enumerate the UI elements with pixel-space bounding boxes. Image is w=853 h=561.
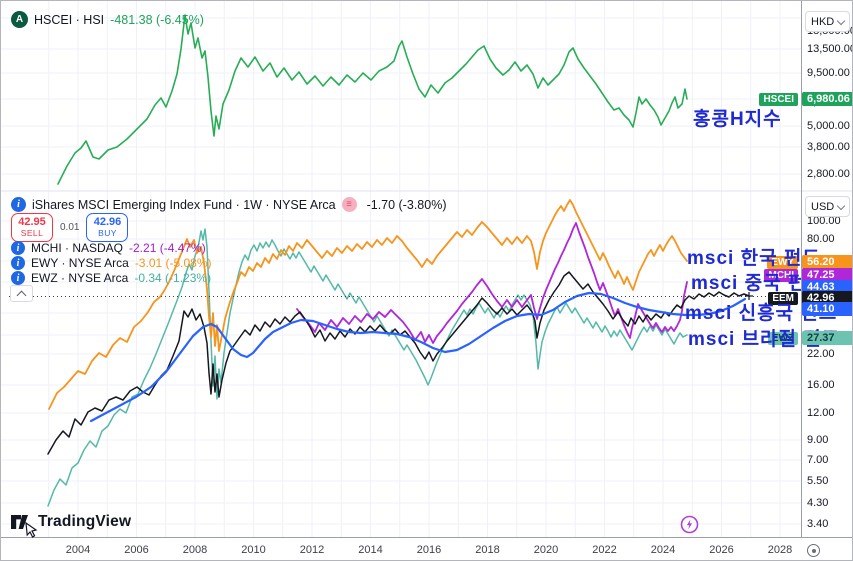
text-annotation: 홍콩H지수 [693,109,782,130]
price-badge-ewy: 56.20 [802,255,852,269]
year-label: 2012 [299,544,325,556]
symbol-title-eem[interactable]: iShares MSCI Emerging Index Fund · 1W · … [32,197,336,212]
text-annotation: msci 중국 펀드 [691,273,825,294]
ticker-tag-ewz: EWZ [767,331,798,345]
ishares-icon: i [11,271,25,285]
year-label: 2026 [709,544,734,556]
symbol-change-ewy: -3.01 (-5.08%) [134,256,212,270]
price-badge-hscei: 6,980.06 [802,92,852,106]
series-line-ma-blue[interactable] [89,291,747,423]
price-tick: 3,800.00 [807,140,850,153]
symbol-change-eem: -1.70 (-3.80%) [366,197,447,212]
price-tick: 12.00 [807,406,835,419]
cursor-icon [25,522,38,538]
chevron-up-icon [16,290,27,301]
time-axis-border [1,537,852,538]
price-tick: 7.00 [807,453,829,466]
year-label: 2018 [475,544,500,556]
year-label: 2022 [592,544,617,556]
series-line-hscei[interactable] [57,14,688,185]
price-tick: 22.00 [807,347,835,360]
symbol-title-hscei[interactable]: HSCEI · HSI [34,12,105,27]
legend-row-mchi: i MCHI · NASDAQ -2.21 (-4.47%) [11,241,206,255]
price-tick: 80.00 [807,232,835,245]
currency-dropdown-hkd[interactable]: HKD [805,11,850,32]
sell-buy-widget: 42.95 SELL 0.01 42.96 BUY [11,213,129,242]
tradingview-logo-text: TradingView [38,513,132,530]
hang-seng-icon: A [11,11,28,28]
price-tick: 5.50 [807,474,829,487]
price-badge-ewz: 27.37 [802,331,852,345]
symbol-change-mchi: -2.21 (-4.47%) [129,241,206,255]
currency-dropdown-usd[interactable]: USD [805,196,850,217]
price-tick: 3.40 [807,517,829,530]
ticker-tag-eem: EEM [768,291,798,305]
price-tick: 2,800.00 [807,167,850,180]
lightning-icon[interactable] [680,515,699,534]
ticker-tag-hscei: HSCEI [759,92,798,106]
spread-value: 0.01 [60,222,80,233]
sell-button[interactable]: 42.95 SELL [11,213,53,242]
buy-price: 42.96 [93,216,122,228]
year-label: 2028 [767,544,793,556]
chevron-down-icon [836,201,846,210]
price-tick: 13,500.00 [807,42,853,55]
market-status-icon[interactable]: ≡ [341,197,357,212]
top-panel-legend: A HSCEI · HSI -481.38 (-6.45%) [11,11,204,28]
symbol-change-hscei: -481.38 (-6.45%) [110,12,204,27]
year-label: 2024 [650,544,676,556]
year-label: 2020 [533,544,559,556]
series-line-ewy[interactable] [48,199,688,410]
year-label: 2008 [182,544,208,556]
currency-label: HKD [811,15,835,28]
price-badge-mchi: 47.25 [802,268,852,282]
text-annotation: msci 한국 펀드 [687,248,821,269]
currency-label: USD [811,200,835,213]
buy-button[interactable]: 42.96 BUY [86,213,129,242]
price-badge-level: 44.63 [802,280,852,294]
series-line-eem[interactable] [47,271,750,455]
tradingview-mark-icon [11,514,28,529]
tradingview-logo[interactable]: TradingView [11,513,131,531]
price-tick: 100.00 [807,214,841,227]
price-badge-level: 41.10 [802,302,852,316]
scales-settings-icon[interactable] [807,544,820,557]
series-line-ewz[interactable] [47,228,688,507]
bottom-panel-legend: i iShares MSCI Emerging Index Fund · 1W … [11,197,447,212]
chevron-down-icon [836,16,846,25]
price-badge-eem: 42.96 [802,291,852,305]
symbol-change-ewz: -0.34 (-1.23%) [134,271,212,285]
ticker-tag-ewy: EWY [767,255,798,269]
legend-row-ewy: i EWY · NYSE Arca -3.01 (-5.08%) [11,256,212,270]
sell-label: SELL [20,228,44,238]
symbol-title-ewz[interactable]: EWZ · NYSE Arca [31,271,129,285]
symbol-title-ewy[interactable]: EWY · NYSE Arca [31,256,129,270]
price-tick: 5,000.00 [807,119,850,132]
price-tick: 16.00 [807,378,835,391]
buy-label: BUY [98,228,117,238]
year-label: 2014 [358,544,383,556]
price-tick: 4.30 [807,496,829,509]
sell-price: 42.95 [18,216,46,228]
ticker-tag-mchi: MCHI [764,268,798,282]
ishares-icon: i [11,256,25,270]
year-label: 2016 [416,544,442,556]
price-tick: 9,500.00 [807,66,850,79]
collapse-panel-button[interactable] [10,285,33,302]
year-label: 2004 [65,544,91,556]
ishares-icon: i [11,241,25,255]
year-label: 2010 [241,544,266,556]
price-axis-border [801,1,802,537]
text-annotation: msci 신흥국 펀드 [685,303,838,324]
year-label: 2006 [124,544,149,556]
price-tick: 9.00 [807,433,829,446]
ishares-icon: i [11,197,26,212]
legend-row-ewz: i EWZ · NYSE Arca -0.34 (-1.23%) [11,271,211,285]
symbol-title-mchi[interactable]: MCHI · NASDAQ [31,241,124,255]
